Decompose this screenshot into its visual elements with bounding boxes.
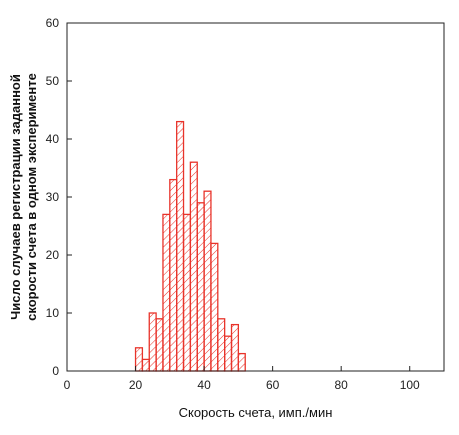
bars-group [134, 120, 246, 372]
histogram-bar-7 [182, 213, 192, 372]
histogram-bar-15 [237, 352, 246, 372]
x-tick-label-0: 0 [64, 378, 71, 392]
y-tick-label-4: 40 [46, 132, 60, 146]
y-tick-label-2: 20 [46, 248, 60, 262]
histogram-bar-8 [189, 161, 198, 372]
y-tick-label-1: 10 [46, 306, 60, 320]
x-axis-title: Скорость счета, имп./мин [179, 405, 333, 420]
histogram-bar-6 [176, 120, 185, 372]
histogram-bar-14 [230, 323, 240, 372]
histogram-bar-5 [169, 178, 178, 372]
histogram-bar-0 [134, 347, 144, 372]
x-tick-label-1: 20 [129, 378, 143, 392]
x-tick-label-2: 40 [197, 378, 211, 392]
histogram-bar-1 [141, 358, 150, 372]
x-tick-label-4: 80 [335, 378, 349, 392]
histogram-bar-11 [210, 242, 219, 372]
y-axis-title-line2: скорости счета в одном эксперименте [24, 73, 39, 321]
y-axis-title: Число случаев регистрации заданной скоро… [8, 73, 39, 321]
histogram-bar-9 [196, 202, 205, 372]
histogram-bar-13 [224, 335, 233, 372]
histogram-bar-10 [203, 190, 212, 372]
histogram-bar-12 [217, 318, 226, 372]
y-tick-label-0: 0 [52, 364, 59, 378]
plot-frame [66, 22, 445, 372]
x-tick-label-5: 100 [400, 378, 420, 392]
x-tick-label-3: 60 [266, 378, 280, 392]
y-tick-label-6: 60 [46, 16, 60, 30]
histogram-bar-4 [162, 213, 171, 372]
y-tick-label-3: 30 [46, 190, 60, 204]
y-axis-title-line1: Число случаев регистрации заданной [8, 74, 23, 320]
histogram-bar-2 [148, 312, 157, 372]
y-tick-label-5: 50 [46, 74, 60, 88]
ticks-group: 0 20 40 60 80 100 0 10 20 30 40 50 60 [46, 16, 420, 392]
histogram-bar-3 [155, 318, 164, 372]
